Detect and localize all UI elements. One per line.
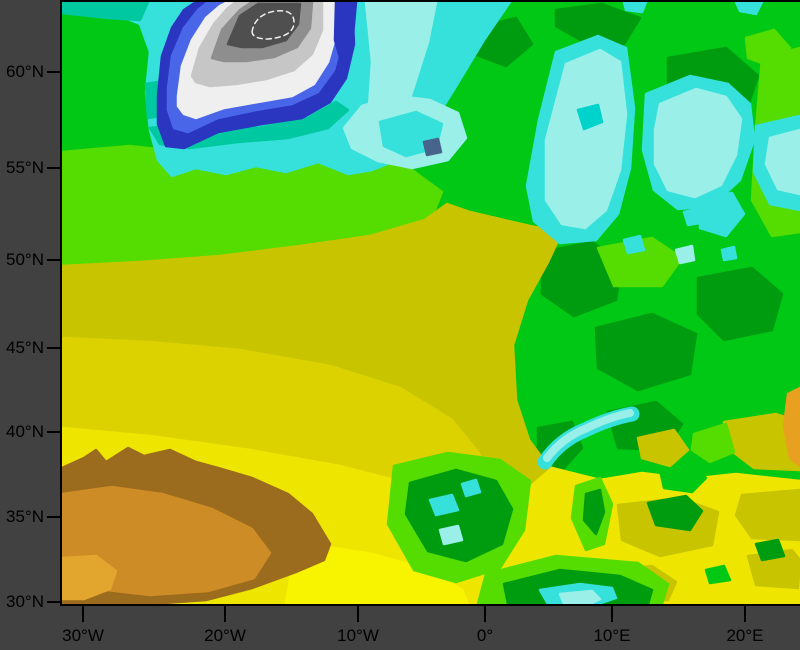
carpathian-dot-1 <box>674 244 696 265</box>
top-dot-2 <box>734 2 764 16</box>
lat-tick <box>47 601 61 603</box>
lat-tick <box>47 516 61 518</box>
ice-dark-gray-core <box>226 2 302 49</box>
nw-teal-corner <box>62 2 150 22</box>
ice-dashed-contour <box>251 10 295 40</box>
lon-tick-label: 0° <box>476 626 494 645</box>
lat-tick-label: 50°N <box>6 250 44 269</box>
sw-highland-core <box>404 468 514 563</box>
lat-tick-label: 40°N <box>6 422 44 441</box>
map-frame <box>60 0 800 606</box>
scand-deep-a <box>576 103 604 131</box>
med-green-dot-2 <box>704 564 732 585</box>
lon-tick <box>744 606 746 622</box>
med-olive-mottle-2 <box>734 488 800 542</box>
darkgreen-central-2 <box>594 312 698 392</box>
contour-layers <box>62 2 800 604</box>
scand-pale-b <box>653 87 743 199</box>
lat-tick <box>47 431 61 433</box>
lat-tick-label: 55°N <box>6 158 44 177</box>
atlas-pale-core <box>558 589 602 604</box>
med-green-ridge-core <box>582 488 606 536</box>
sw-highland-cyan-1 <box>428 493 460 517</box>
brown-corner-light <box>62 554 118 601</box>
lat-tick <box>47 347 61 349</box>
warm-bright-yellow <box>284 540 470 604</box>
top-dot-1 <box>622 2 648 14</box>
cold-pool-slate-dot <box>422 137 443 157</box>
lon-tick <box>357 606 359 622</box>
lon-tick-label: 20°E <box>726 626 764 645</box>
lat-tick-label: 35°N <box>6 507 44 526</box>
lat-tick <box>47 71 61 73</box>
lat-tick-label: 60°N <box>6 62 44 81</box>
lat-tick-label: 30°N <box>6 592 44 611</box>
lon-tick <box>224 606 226 622</box>
lon-tick-label: 10°W <box>337 626 379 645</box>
scand-dot-1 <box>682 206 708 227</box>
sw-highland-cyan-3 <box>460 478 482 498</box>
balkan-green-fringe <box>690 422 736 464</box>
darkgreen-central-3 <box>696 266 784 342</box>
lon-tick <box>82 606 84 622</box>
lon-tick <box>484 606 486 622</box>
brightgreen-central <box>596 236 684 288</box>
brightgreen-ne-dot <box>744 28 792 68</box>
lon-tick-label: 20°W <box>204 626 246 645</box>
med-green-east <box>646 494 704 532</box>
lon-tick-label: 10°E <box>593 626 631 645</box>
darkgreen-ne-1 <box>554 2 642 46</box>
scand-strip-e-pale <box>764 128 800 196</box>
scand-dot-2 <box>622 234 646 255</box>
med-green-dot-1 <box>754 538 786 562</box>
ice-navy-sliver <box>333 2 358 74</box>
sw-highland-cyan-2 <box>438 524 464 546</box>
carpathian-dot-2 <box>720 245 738 262</box>
lat-tick <box>47 167 61 169</box>
adriatic-olive-tongue <box>636 428 690 468</box>
alps-cold-arc-inner <box>543 409 634 462</box>
map-canvas <box>62 2 800 604</box>
lon-tick-label: 30°W <box>62 626 104 645</box>
scand-pale-a <box>544 48 628 230</box>
lat-tick <box>47 259 61 261</box>
med-green-bits <box>658 462 708 494</box>
lat-tick-label: 45°N <box>6 338 44 357</box>
lon-tick <box>611 606 613 622</box>
right-edge-orange <box>782 386 800 468</box>
